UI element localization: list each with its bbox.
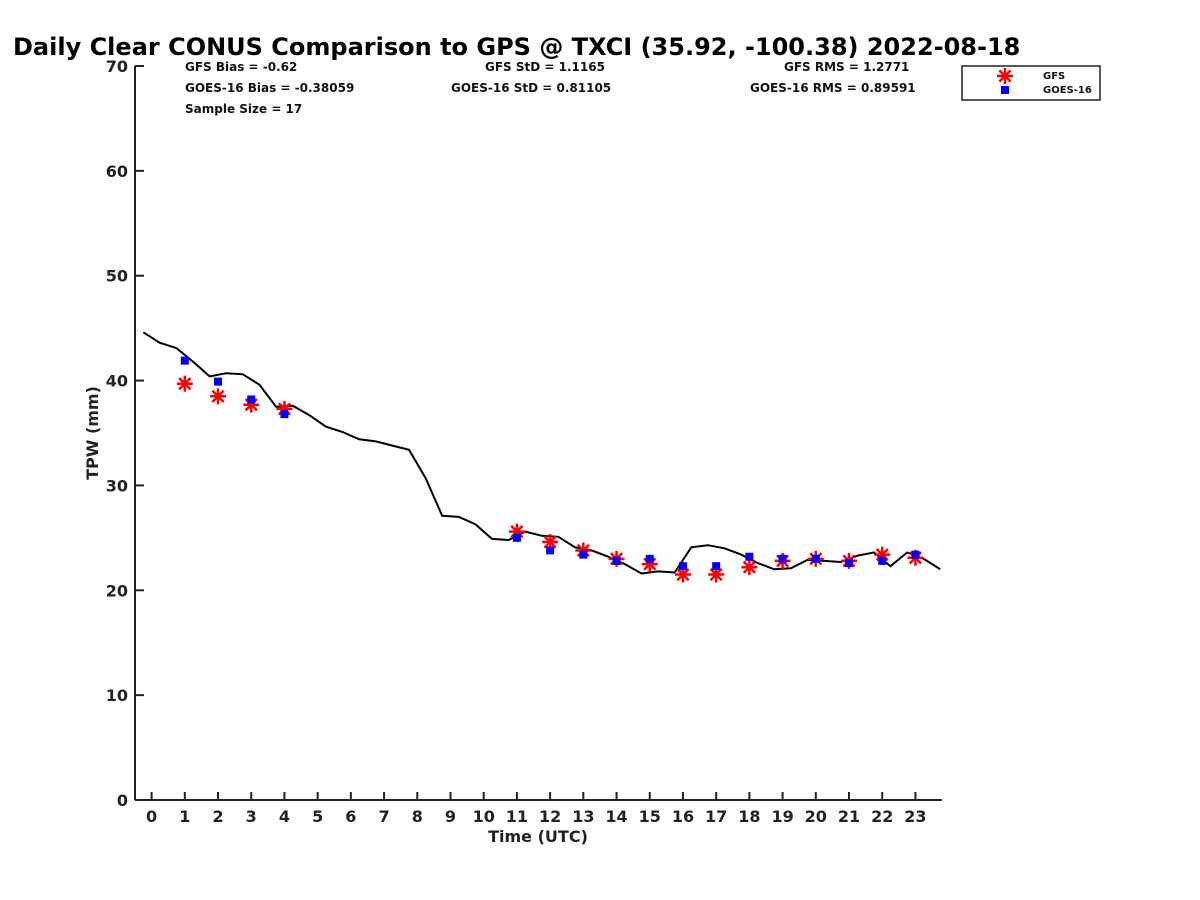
gfs-point xyxy=(708,566,725,583)
goes-rms-stat: GOES-16 RMS = 0.89591 xyxy=(750,81,916,95)
stats-panel: GFS Bias = -0.62 GOES-16 Bias = -0.38059… xyxy=(185,60,916,116)
goes-point xyxy=(180,356,189,365)
x-tick-label: 9 xyxy=(445,807,456,826)
gfs-bias-stat: GFS Bias = -0.62 xyxy=(185,60,297,74)
x-tick-label: 14 xyxy=(605,807,627,826)
x-tick-label: 19 xyxy=(771,807,793,826)
y-axis-label: TPW (mm) xyxy=(83,386,102,480)
gps-line-layer xyxy=(142,331,941,575)
x-tick-label: 16 xyxy=(672,807,694,826)
y-tick-label: 60 xyxy=(106,162,128,181)
y-tick-label: 40 xyxy=(106,372,128,391)
goes-point xyxy=(811,554,820,563)
legend-box xyxy=(961,65,1101,101)
y-tick-label: 50 xyxy=(106,267,128,286)
gfs-std-stat: GFS StD = 1.1165 xyxy=(485,60,605,74)
x-tick-label: 10 xyxy=(473,807,495,826)
y-tick-label: 0 xyxy=(117,791,128,810)
x-tick-label: 22 xyxy=(871,807,893,826)
goes-point xyxy=(546,546,555,555)
goes-series xyxy=(180,356,920,571)
goes-point xyxy=(645,554,654,563)
goes-point xyxy=(712,562,721,571)
y-tick-label: 30 xyxy=(106,476,128,495)
x-tick-label: 2 xyxy=(212,807,223,826)
y-tick-label: 10 xyxy=(106,686,128,705)
x-tick-label: 21 xyxy=(838,807,860,826)
goes-point xyxy=(878,556,887,565)
legend: GFS GOES-16 xyxy=(961,65,1101,101)
x-tick-label: 18 xyxy=(738,807,760,826)
x-tick-label: 20 xyxy=(805,807,827,826)
sample-size-stat: Sample Size = 17 xyxy=(185,102,302,116)
goes-point xyxy=(579,550,588,559)
plot-axes xyxy=(134,66,942,801)
x-tick-label: 13 xyxy=(572,807,594,826)
y-tick-label: 20 xyxy=(106,581,128,600)
gfs-point xyxy=(176,375,193,392)
x-tick-label: 4 xyxy=(279,807,290,826)
goes-point xyxy=(845,559,854,568)
goes-point xyxy=(778,554,787,563)
x-tick-label: 6 xyxy=(345,807,356,826)
goes-point xyxy=(512,533,521,542)
x-tick-label: 15 xyxy=(639,807,661,826)
goes-point xyxy=(214,377,223,386)
legend-goes-label: GOES-16 xyxy=(1043,85,1092,96)
x-tick-label: 12 xyxy=(539,807,561,826)
gfs-point xyxy=(210,388,227,405)
chart-title: Daily Clear CONUS Comparison to GPS @ TX… xyxy=(13,33,1020,61)
x-tick-label: 1 xyxy=(179,807,190,826)
y-ticks: 0 10 20 30 40 50 60 70 xyxy=(106,57,144,810)
x-ticks: 0 1 2 3 4 5 6 7 8 9 10 11 12 13 14 15 16 17 18 19 20 21 22 23 xyxy=(146,792,927,826)
goes-std-stat: GOES-16 StD = 0.81105 xyxy=(451,81,611,95)
x-tick-label: 0 xyxy=(146,807,157,826)
legend-gfs-asterisk xyxy=(997,68,1013,84)
goes-point xyxy=(612,556,621,565)
legend-gfs-marker xyxy=(997,68,1013,84)
y-tick-label: 70 xyxy=(106,57,128,76)
goes-point xyxy=(280,410,289,419)
x-tick-label: 7 xyxy=(379,807,390,826)
legend-goes-marker xyxy=(1001,86,1009,94)
goes-point xyxy=(745,552,754,561)
gfs-rms-stat: GFS RMS = 1.2771 xyxy=(784,60,909,74)
x-tick-label: 11 xyxy=(506,807,528,826)
x-tick-label: 23 xyxy=(904,807,926,826)
goes-bias-stat: GOES-16 Bias = -0.38059 xyxy=(185,81,354,95)
gfs-point xyxy=(741,559,758,576)
x-axis-label: Time (UTC) xyxy=(488,827,588,846)
goes-point xyxy=(911,550,920,559)
x-tick-label: 17 xyxy=(705,807,727,826)
x-tick-label: 3 xyxy=(246,807,257,826)
goes-point xyxy=(247,395,256,404)
legend-gfs-label: GFS xyxy=(1043,71,1065,82)
gps-line xyxy=(142,331,941,575)
x-tick-label: 5 xyxy=(312,807,323,826)
x-tick-label: 8 xyxy=(412,807,423,826)
goes-point xyxy=(678,562,687,571)
